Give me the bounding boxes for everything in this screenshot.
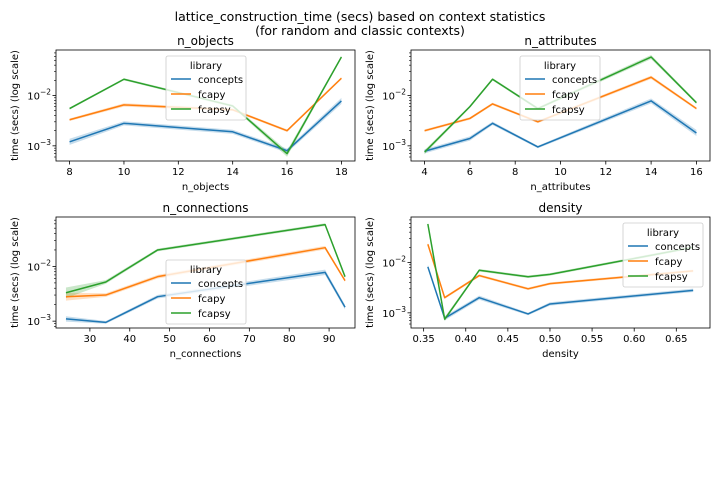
y-tick-label: 10−2 [382,87,406,102]
subplot-title: n_connections [163,201,249,215]
legend-title: library [647,228,679,239]
x-axis-label: density [542,349,579,360]
legend-frame [165,259,247,325]
series-line-concepts [65,271,346,324]
x-tick-label: 0.60 [623,334,645,345]
y-tick-label: 10−2 [27,87,51,102]
x-tick-label: 70 [243,334,256,345]
axes-frame [410,216,711,329]
series-band-concepts [69,97,342,153]
series-line-concepts [424,100,697,152]
series-line-fcapy [427,244,694,299]
legend-label-concepts: concepts [198,75,243,86]
x-axis-label: n_attributes [530,182,590,193]
x-tick-label: 0.50 [539,334,561,345]
x-tick-label: 0.45 [497,334,519,345]
x-tick-label: 18 [335,167,348,178]
subplot-title: n_objects [177,34,234,48]
subplot-title: density [539,201,583,215]
x-axis-label: n_objects [182,182,229,193]
series-line-fcapsy [65,223,346,294]
x-tick-label: 16 [281,167,294,178]
series-line-concepts [69,100,342,152]
x-tick-label: 6 [467,167,473,178]
legend-label-fcapy: fcapy [655,257,682,268]
y-tick-label: 10−3 [382,138,406,153]
x-tick-label: 90 [323,334,336,345]
series-line-concepts [427,266,694,320]
subplot-n-connections: n_connections 30 40 50 60 70 80 90 10−3 10−2 n_con… [10,201,356,360]
plot-area [424,54,697,155]
x-tick-label: 14 [226,167,239,178]
x-tick-label: 8 [512,167,518,178]
legend-label-fcapsy: fcapsy [655,272,688,283]
legend-title: library [190,265,222,276]
figure-suptitle-line2: (for random and classic contexts) [255,23,465,38]
subplot-density: density 0.35 0.40 0.45 0.50 0.55 0.60 0.65 10−3 1… [365,201,711,360]
legend-title: library [544,61,576,72]
series-line-fcapy [65,246,346,298]
x-tick-label: 60 [203,334,216,345]
legend-frame [165,55,247,121]
legend: library concepts fcapy fcapsy [519,55,601,121]
x-tick-label: 12 [599,167,612,178]
series-band-concepts [65,269,346,324]
x-tick-label: 40 [123,334,136,345]
legend-label-concepts: concepts [655,242,700,253]
y-axis-label: time (secs) (log scale) [10,217,21,328]
series-line-fcapsy [427,223,694,320]
legend-title: library [190,61,222,72]
x-tick-label: 14 [645,167,658,178]
figure-suptitle-line1: lattice_construction_time (secs) based o… [175,9,546,24]
series-line-fcapy [424,76,697,132]
axes-frame [55,49,356,162]
legend: library concepts fcapy fcapsy [622,222,704,288]
plot-area [427,222,694,322]
x-tick-label: 16 [690,167,703,178]
y-tick-label: 10−2 [27,258,51,273]
x-tick-label: 0.65 [665,334,687,345]
y-axis-label: time (secs) (log scale) [10,50,21,161]
legend-label-concepts: concepts [198,279,243,290]
x-tick-label: 0.55 [581,334,603,345]
y-axis-label: time (secs) (log scale) [365,50,376,161]
x-axis-label: n_connections [170,349,242,360]
legend-frame [622,222,704,288]
x-tick-label: 10 [554,167,567,178]
x-tick-label: 10 [118,167,131,178]
x-tick-label: 8 [66,167,72,178]
x-tick-label: 0.40 [455,334,477,345]
legend-label-concepts: concepts [552,75,597,86]
series-line-fcapsy [424,56,697,153]
y-tick-label: 10−3 [382,305,406,320]
x-tick-label: 30 [84,334,97,345]
series-band-concepts [424,98,697,154]
legend-label-fcapy: fcapy [198,294,225,305]
legend-label-fcapsy: fcapsy [552,105,585,116]
x-tick-label: 50 [163,334,176,345]
y-tick-label: 10−3 [27,138,51,153]
plot-area [65,223,346,324]
y-tick-label: 10−3 [27,313,51,328]
legend-label-fcapsy: fcapsy [198,105,231,116]
subplot-title: n_attributes [524,34,596,48]
legend: library concepts fcapy fcapsy [165,55,247,121]
y-tick-label: 10−2 [382,254,406,269]
legend-frame [519,55,601,121]
x-tick-label: 4 [421,167,427,178]
legend: library concepts fcapy fcapsy [165,259,247,325]
legend-label-fcapy: fcapy [198,90,225,101]
x-tick-label: 12 [172,167,185,178]
axes-frame [55,216,356,329]
subplot-n-attributes: n_attributes 4 6 8 10 12 14 16 10−3 10−2 n_attribu… [365,34,711,193]
legend-label-fcapsy: fcapsy [198,309,231,320]
legend-label-fcapy: fcapy [552,90,579,101]
y-axis-label: time (secs) (log scale) [365,217,376,328]
x-tick-label: 0.35 [413,334,435,345]
x-tick-label: 80 [283,334,296,345]
